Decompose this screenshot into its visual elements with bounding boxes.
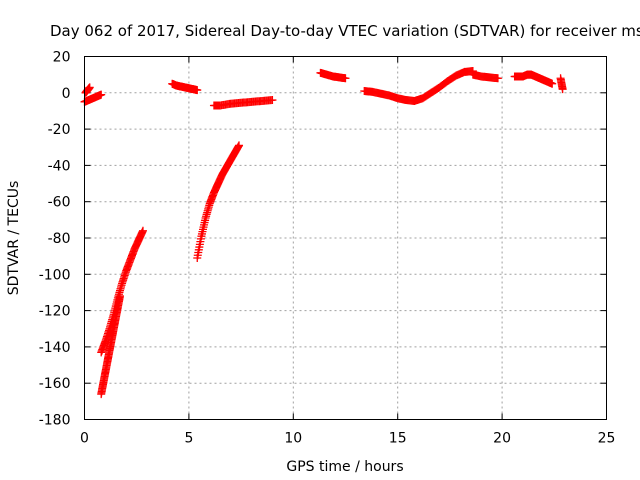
- y-tick-label: 20: [53, 50, 71, 66]
- y-tick-label: -20: [48, 122, 71, 138]
- x-tick-label: 0: [80, 431, 89, 447]
- series-arc-10: [469, 71, 502, 83]
- y-tick-label: -180: [39, 413, 71, 429]
- y-tick-label: 0: [62, 86, 71, 102]
- y-tick-label: -60: [48, 195, 71, 211]
- y-tick-label: -100: [39, 267, 71, 283]
- y-tick-label: -80: [48, 231, 71, 247]
- y-tick-label: -40: [48, 158, 71, 174]
- grid-lines: [85, 57, 607, 420]
- y-tick-label: -160: [39, 376, 71, 392]
- series-arc-9: [360, 67, 477, 105]
- x-axis-label: GPS time / hours: [286, 459, 403, 475]
- series-arc-7: [210, 96, 276, 109]
- x-tick-label: 20: [493, 431, 511, 447]
- y-tick-label: -140: [39, 340, 71, 356]
- data-points: [81, 67, 567, 398]
- y-tick-label: -120: [39, 304, 71, 320]
- series-arc-3: [97, 227, 147, 357]
- x-tick-label: 5: [184, 431, 193, 447]
- chart: Day 062 of 2017, Sidereal Day-to-day VTE…: [0, 0, 640, 480]
- chart-title: Day 062 of 2017, Sidereal Day-to-day VTE…: [50, 22, 640, 40]
- series-arc-11: [511, 71, 557, 88]
- x-tick-label: 25: [598, 431, 616, 447]
- y-axis-label: SDTVAR / TECUs: [6, 181, 22, 296]
- x-tick-labels: 0 5 10 15 20 25: [80, 431, 615, 447]
- x-tick-label: 15: [389, 431, 407, 447]
- series-arc-8: [316, 69, 349, 82]
- series-arc-12: [557, 74, 567, 93]
- series-arc-5: [168, 80, 201, 94]
- x-tick-label: 10: [284, 431, 302, 447]
- y-tick-labels: -180 -160 -140 -120 -100 -80 -60 -40 -20 0 20: [39, 50, 71, 429]
